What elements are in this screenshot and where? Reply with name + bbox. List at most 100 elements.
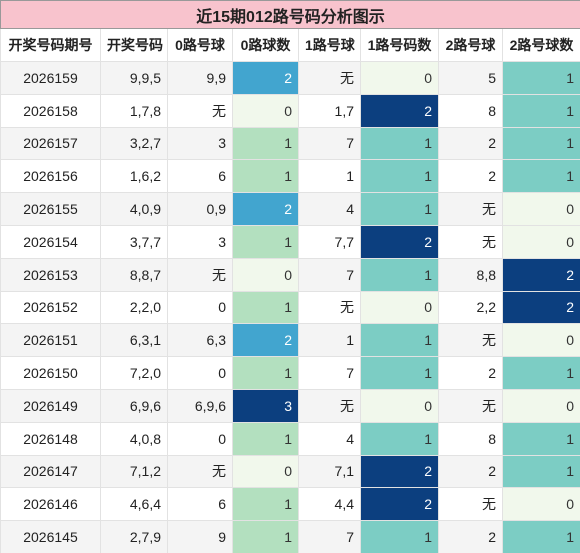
table-cell: 0 <box>360 61 439 95</box>
table-row: 2026157 3,2,7 3 1 7 1 2 1 <box>0 126 580 161</box>
table-cell: 3 <box>167 224 233 259</box>
issue-cell: 2026157 <box>0 126 101 161</box>
column-header: 0路号球 <box>167 28 233 62</box>
table-row: 2026159 9,9,5 9,9 2 无 0 5 1 <box>0 61 580 95</box>
issue-cell: 2026159 <box>0 61 101 95</box>
table-cell: 0 <box>502 192 580 226</box>
table-cell: 0 <box>232 93 299 128</box>
table-cell: 0 <box>167 356 233 390</box>
table-row: 2026145 2,7,9 9 1 7 1 2 1 <box>0 520 580 553</box>
issue-cell: 2026151 <box>0 323 101 358</box>
table-body: 2026159 9,9,5 9,9 2 无 0 5 1 2026158 1,7,8 无 0 1,7 2 8 1… <box>0 61 580 553</box>
table-cell: 4,0,8 <box>100 421 168 456</box>
table-cell: 4,6,4 <box>100 487 168 522</box>
table-cell: 4 <box>298 192 361 226</box>
issue-cell: 2026155 <box>0 192 101 226</box>
table-cell: 7 <box>298 126 361 161</box>
table-cell: 1 <box>232 356 299 390</box>
table-cell: 2 <box>360 487 439 522</box>
table-cell: 2 <box>438 159 503 194</box>
table-cell: 8,8 <box>438 257 503 292</box>
table-cell: 7 <box>298 257 361 292</box>
table-cell: 6,3 <box>167 323 233 358</box>
table-cell: 1 <box>360 323 439 358</box>
table-cell: 1 <box>232 159 299 194</box>
table-cell: 6,9,6 <box>167 388 233 423</box>
table-cell: 8,8,7 <box>100 257 168 292</box>
column-header: 2路号球数 <box>502 28 580 62</box>
table-cell: 1 <box>232 487 299 522</box>
table-cell: 5 <box>438 61 503 95</box>
table-cell: 1 <box>502 61 580 95</box>
table-cell: 3 <box>167 126 233 161</box>
column-header: 0路球数 <box>232 28 299 62</box>
table-row: 2026147 7,1,2 无 0 7,1 2 2 1 <box>0 454 580 489</box>
issue-cell: 2026152 <box>0 290 101 325</box>
table-cell: 1 <box>298 323 361 358</box>
table-head: 近15期012路号码分析图示 开奖号码期号 开奖号码 0路号球 0路球数 1路号球 1路号… <box>0 0 580 62</box>
issue-cell: 2026158 <box>0 93 101 128</box>
column-header: 1路号码数 <box>360 28 439 62</box>
table-row: 2026158 1,7,8 无 0 1,7 2 8 1 <box>0 93 580 128</box>
table-cell: 0 <box>502 487 580 522</box>
table-cell: 1,7,8 <box>100 93 168 128</box>
table-cell: 无 <box>438 323 503 358</box>
table-cell: 2 <box>502 257 580 292</box>
table-cell: 无 <box>298 290 361 325</box>
table-cell: 2 <box>360 454 439 489</box>
table-cell: 无 <box>167 257 233 292</box>
table-cell: 0 <box>232 257 299 292</box>
table-cell: 9,9,5 <box>100 61 168 95</box>
table-cell: 7,1 <box>298 454 361 489</box>
table-cell: 1 <box>232 224 299 259</box>
table-cell: 0 <box>502 224 580 259</box>
table-cell: 1,7 <box>298 93 361 128</box>
table-cell: 4,4 <box>298 487 361 522</box>
table-cell: 0,9 <box>167 192 233 226</box>
table-title: 近15期012路号码分析图示 <box>0 0 580 29</box>
column-header: 1路号球 <box>298 28 361 62</box>
issue-cell: 2026148 <box>0 421 101 456</box>
table-cell: 2 <box>360 93 439 128</box>
table-cell: 8 <box>438 421 503 456</box>
issue-cell: 2026156 <box>0 159 101 194</box>
table-cell: 1 <box>360 421 439 456</box>
table-cell: 无 <box>167 93 233 128</box>
table-cell: 3 <box>232 388 299 423</box>
table-cell: 7,7 <box>298 224 361 259</box>
table-cell: 无 <box>438 224 503 259</box>
table-cell: 0 <box>167 421 233 456</box>
table-cell: 6 <box>167 487 233 522</box>
table-cell: 1 <box>502 126 580 161</box>
table-cell: 1 <box>502 454 580 489</box>
table-row: 2026150 7,2,0 0 1 7 1 2 1 <box>0 356 580 390</box>
table-row: 2026149 6,9,6 6,9,6 3 无 0 无 0 <box>0 388 580 423</box>
table-cell: 7 <box>298 356 361 390</box>
table-cell: 3,2,7 <box>100 126 168 161</box>
table-cell: 无 <box>438 388 503 423</box>
table-cell: 1 <box>298 159 361 194</box>
table-cell: 2 <box>232 323 299 358</box>
table-cell: 6,9,6 <box>100 388 168 423</box>
issue-cell: 2026154 <box>0 224 101 259</box>
table-cell: 4,0,9 <box>100 192 168 226</box>
table-cell: 7,1,2 <box>100 454 168 489</box>
table-cell: 1 <box>232 520 299 553</box>
table-cell: 6,3,1 <box>100 323 168 358</box>
table-cell: 2 <box>438 126 503 161</box>
table-cell: 无 <box>298 388 361 423</box>
table-cell: 1 <box>360 356 439 390</box>
table-cell: 无 <box>167 454 233 489</box>
table-cell: 0 <box>167 290 233 325</box>
column-header: 2路号球 <box>438 28 503 62</box>
table-cell: 2 <box>438 520 503 553</box>
table-cell: 1 <box>232 290 299 325</box>
table-cell: 2 <box>502 290 580 325</box>
title-row: 近15期012路号码分析图示 <box>0 0 580 29</box>
table-cell: 2 <box>438 356 503 390</box>
table-cell: 1 <box>360 159 439 194</box>
table-cell: 1 <box>360 520 439 553</box>
table-cell: 1,6,2 <box>100 159 168 194</box>
issue-cell: 2026153 <box>0 257 101 292</box>
